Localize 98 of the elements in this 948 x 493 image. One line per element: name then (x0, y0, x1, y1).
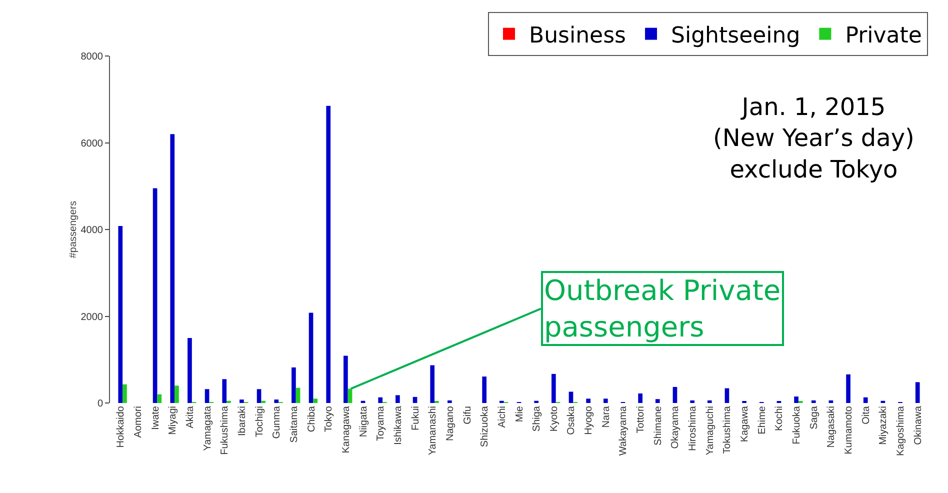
bar (296, 388, 300, 403)
bar (448, 400, 452, 403)
x-tick-label: Fukushima (220, 406, 231, 455)
y-tick-label: 4000 (80, 225, 104, 236)
x-tick-label: Gunma (272, 406, 283, 439)
bar (690, 400, 694, 403)
bar (378, 397, 383, 403)
x-tick-label: Kumamoto (844, 406, 855, 454)
bar (118, 226, 123, 403)
x-tick-label: Yamagata (202, 406, 214, 451)
x-tick-label: Toyama (376, 406, 387, 442)
x-tick-label: Kyoto (548, 406, 560, 432)
legend-label: Sightseeing (671, 23, 800, 48)
x-tick-label: Yamanashi (428, 406, 439, 456)
bar (863, 397, 868, 403)
x-tick-label: Hokkaido (116, 406, 127, 448)
bar (188, 338, 192, 403)
bar (170, 134, 175, 403)
bar (157, 394, 162, 403)
x-tick-label: Osaka (566, 406, 578, 435)
x-tick-label: Tokushima (722, 406, 734, 454)
bar (204, 389, 210, 403)
x-tick-label: Kagawa (740, 406, 751, 442)
bar (122, 384, 127, 403)
bar (724, 388, 730, 403)
bar (308, 312, 314, 403)
x-tick-label: Ehime (756, 406, 768, 434)
y-tick-label: 2000 (80, 312, 104, 323)
x-tick-label: Shiga (532, 406, 543, 432)
bar (672, 386, 678, 403)
x-tick-label: Okinawa (912, 406, 924, 445)
x-tick-label: Tochigi (254, 406, 266, 438)
x-tick-label: Wakayama (618, 406, 630, 456)
x-tick-label: Ibaraki (236, 406, 248, 436)
bar (811, 400, 816, 403)
bar (482, 376, 487, 403)
x-tick-label: Saitama (288, 406, 300, 443)
x-tick-label: Tokyo (324, 406, 335, 432)
x-tick-label: Shizuoka (480, 406, 491, 448)
legend-label: Private (845, 23, 922, 48)
x-tick-label: Chiba (306, 406, 318, 432)
x-tick-label: Okayama (670, 406, 682, 449)
bar (326, 106, 331, 403)
x-tick-label: Nara (600, 406, 612, 428)
x-tick-label: Fukui (410, 406, 422, 430)
bar (568, 392, 574, 403)
bar (256, 389, 262, 403)
x-tick-label: Aichi (496, 406, 508, 428)
x-tick-label: Aomori (132, 406, 144, 438)
x-tick-label: Saga (808, 406, 820, 430)
bar (348, 388, 352, 403)
x-tick-label: Kochi (774, 406, 786, 432)
x-tick-label: Fukuoka (792, 406, 803, 444)
x-tick-label: Hyogo (584, 406, 595, 435)
bar (412, 396, 418, 403)
x-tick-label: Nagano (444, 406, 456, 442)
bar (344, 356, 348, 403)
annotation: Jan. 1, 2015 (New Year’s day) exclude Tokyo (713, 93, 914, 184)
bar (603, 398, 608, 403)
x-tick-label: Oita (860, 406, 872, 424)
bar (313, 398, 318, 403)
y-axis-title: #passengers (68, 200, 79, 258)
x-tick-label: Iwate (150, 406, 162, 430)
bar (152, 188, 158, 403)
x-tick-label: Shimane (652, 406, 664, 446)
x-tick-label: Yamaguchi (704, 406, 716, 456)
x-tick-label: Tottori (636, 406, 647, 434)
bar (846, 374, 850, 403)
x-tick-label: Akita (184, 406, 196, 428)
x-tick-label: Miyazaki (878, 406, 890, 445)
x-tick-label: Hiroshima (688, 406, 699, 452)
y-tick-label: 8000 (80, 52, 104, 62)
bar (707, 400, 712, 403)
bar (292, 367, 296, 403)
x-tick-label: Kanagawa (340, 406, 352, 454)
bar (655, 399, 660, 403)
bar (222, 379, 227, 403)
x-tick-label: Miyagi (168, 406, 179, 435)
x-tick-label: Nagasaki (826, 406, 838, 448)
x-tick-label: Kagoshima (896, 406, 907, 456)
x-tick-label: Mie (514, 406, 526, 422)
bar (430, 365, 435, 403)
x-tick-label: Niigata (358, 406, 370, 438)
bar (551, 374, 556, 403)
bar (915, 382, 920, 403)
y-tick-label: 0 (97, 398, 104, 410)
bar (274, 400, 279, 403)
bar (240, 400, 244, 403)
bar (794, 396, 798, 403)
bar (638, 393, 642, 403)
bar (174, 386, 179, 403)
x-tick-label: Ishikawa (392, 406, 404, 445)
y-tick-label: 6000 (80, 138, 104, 150)
bar (396, 395, 400, 403)
legend-label: Business (529, 23, 626, 48)
bar (586, 398, 590, 403)
annotation: Outbreak Private passengers (544, 274, 781, 344)
x-tick-label: Gifu (462, 406, 474, 424)
